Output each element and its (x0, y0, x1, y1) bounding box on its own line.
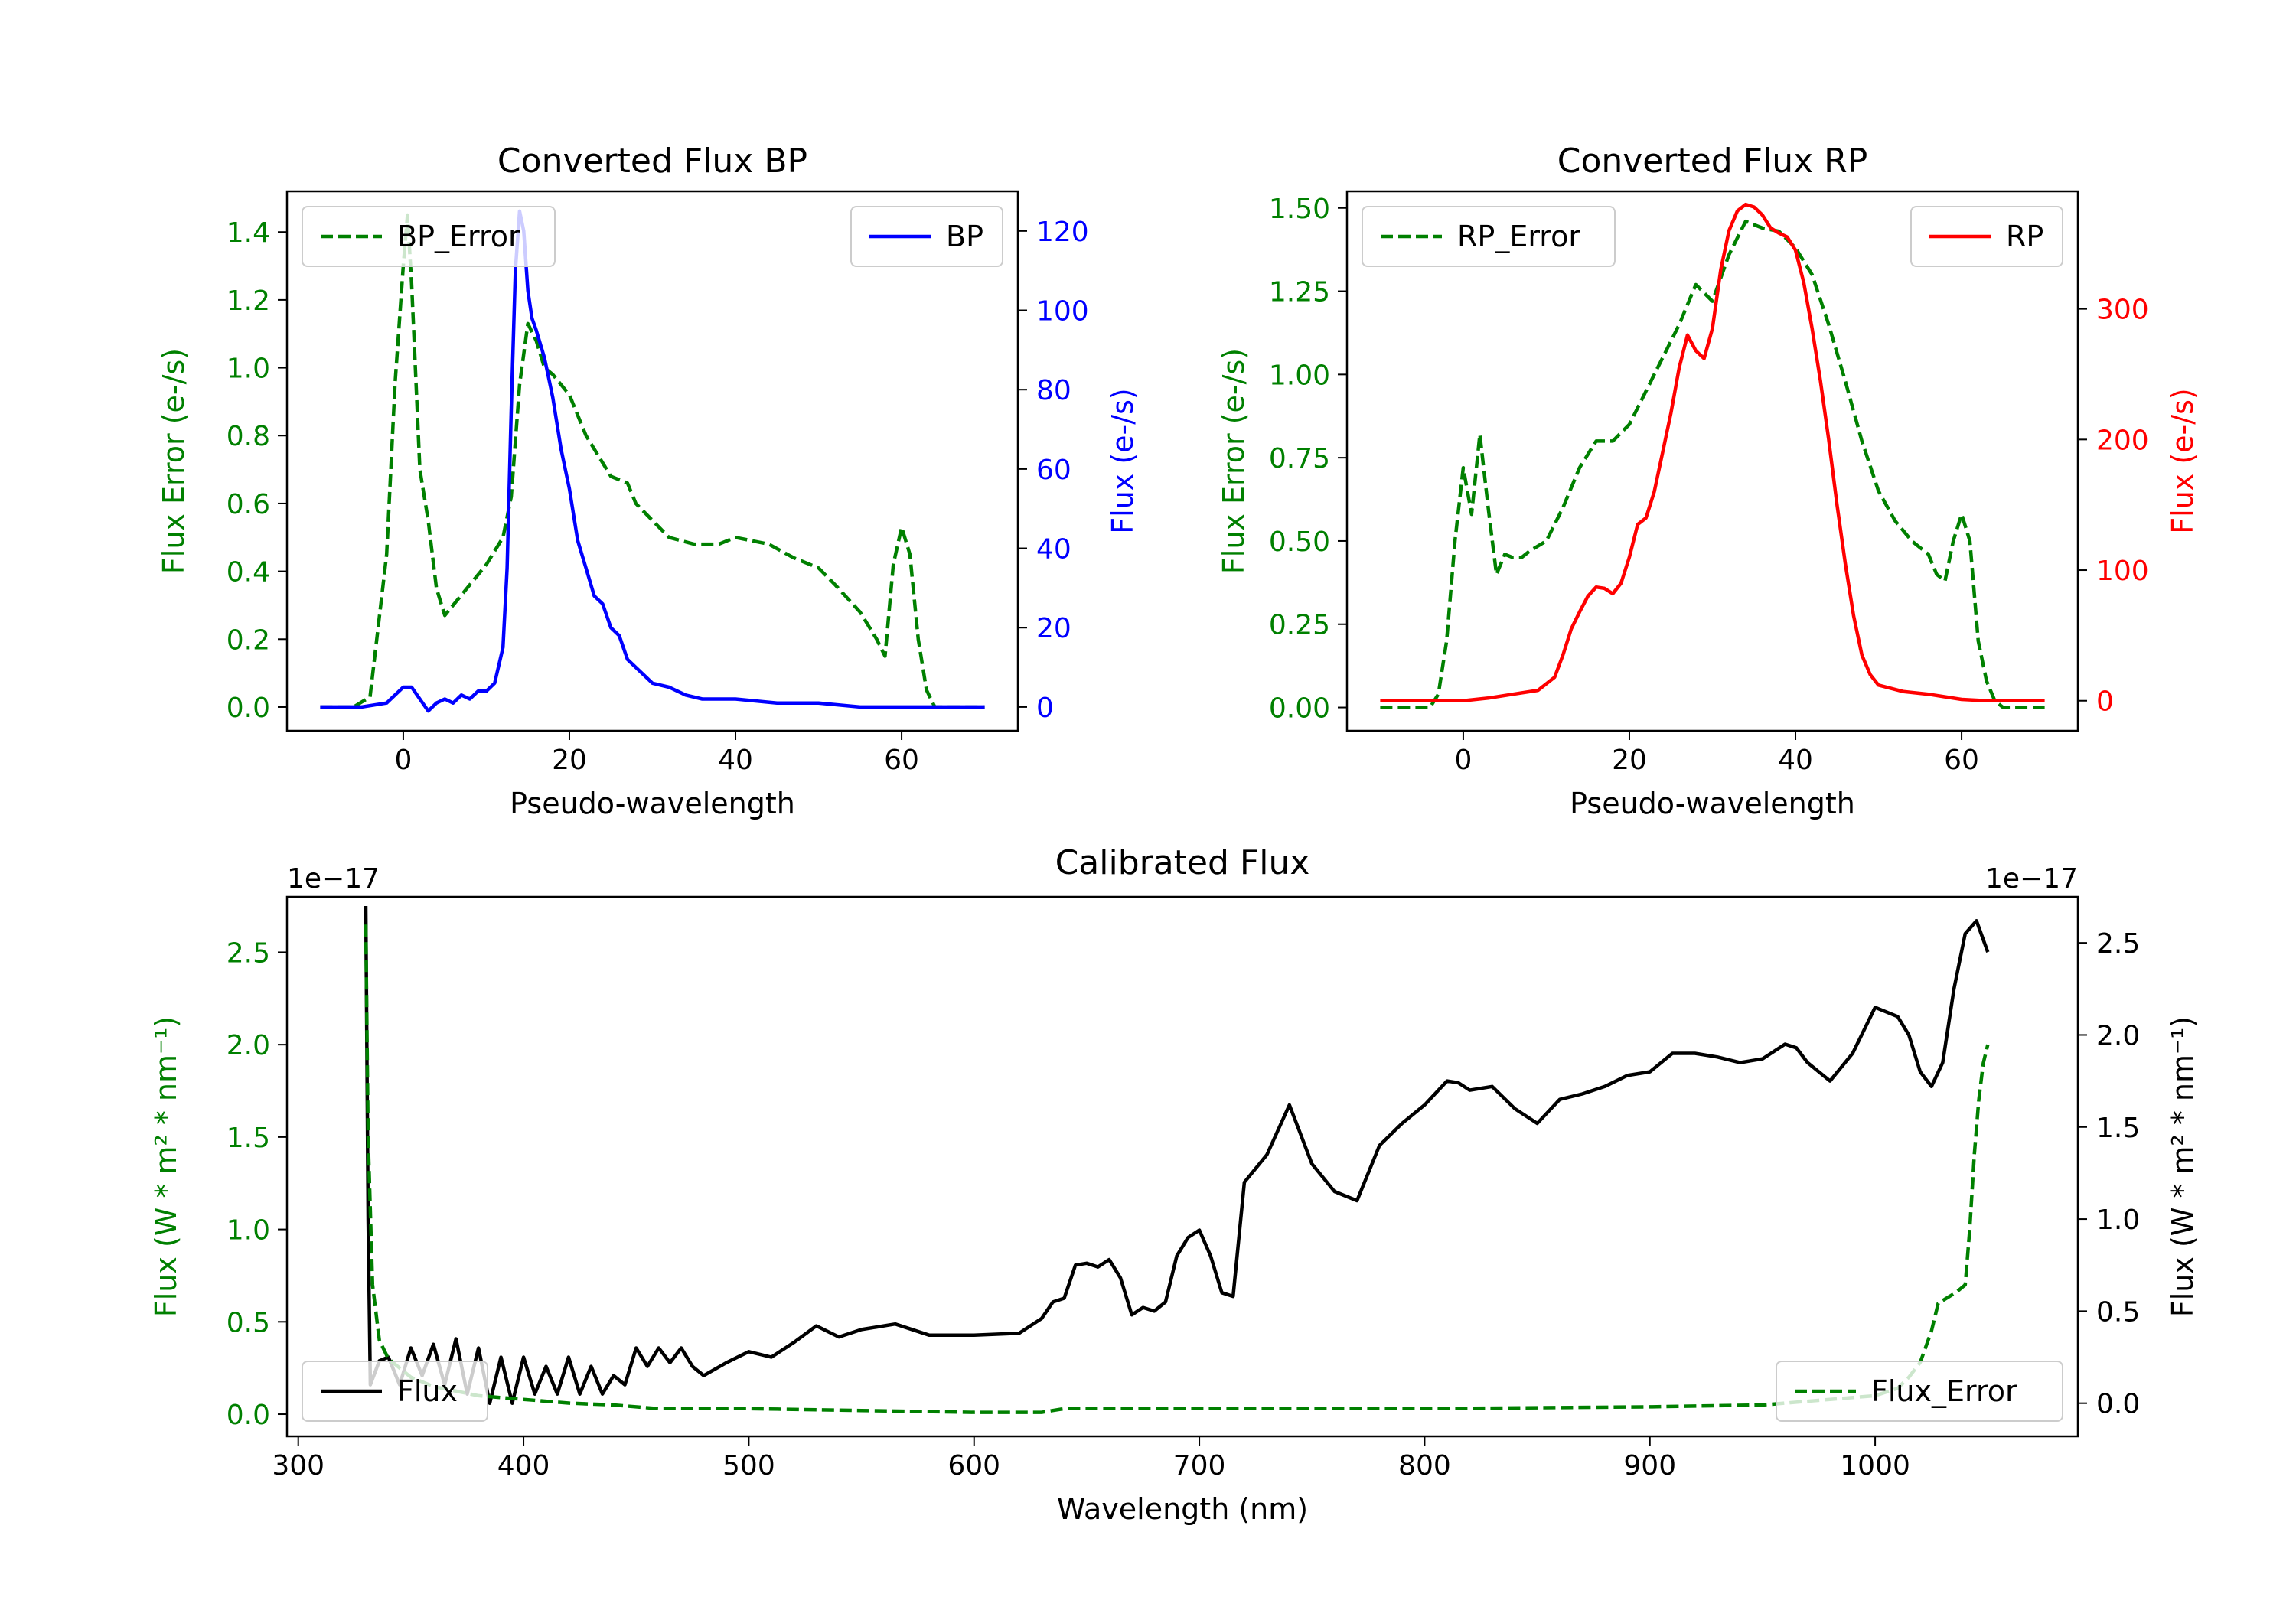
y-tick-label-left: 1.5 (227, 1123, 270, 1154)
x-tick-label: 0 (394, 745, 412, 776)
y-scale-label-left: 1e−17 (287, 863, 380, 895)
x-tick-label: 0 (1454, 745, 1472, 776)
series-line-rp-error (1380, 219, 2045, 709)
legend-box (302, 206, 556, 267)
y-tick-label-left: 2.5 (227, 937, 270, 969)
legend-label: Flux (397, 1374, 458, 1408)
x-axis-label: Pseudo-wavelength (1570, 787, 1855, 820)
series-line-rp (1380, 202, 2045, 702)
legend-bp-error: BP_Error (302, 206, 556, 267)
y-axis-label-right: Flux (e-/s) (1106, 388, 1140, 533)
chart-title: Converted Flux RP (1557, 142, 1868, 181)
y-tick-label-left: 0.0 (227, 1400, 270, 1431)
legend-bp: BP (850, 206, 1003, 267)
y-tick-label-right: 0 (2096, 686, 2114, 718)
y-tick-label-left: 1.50 (1269, 194, 1330, 225)
y-tick-label-left: 0.2 (227, 624, 270, 656)
legend-label: RP_Error (1457, 220, 1580, 253)
y-tick-label-left: 1.4 (227, 217, 270, 249)
y-tick-label-left: 1.0 (227, 1215, 270, 1247)
legend-flux-error: Flux_Error (1776, 1361, 2063, 1422)
legend-box (302, 1361, 488, 1422)
x-tick-label: 700 (1173, 1450, 1226, 1482)
chart-title: Converted Flux BP (497, 142, 807, 181)
legend-flux: Flux (302, 1361, 488, 1422)
x-tick-label: 400 (497, 1450, 550, 1482)
axes-frame (285, 895, 2079, 1438)
x-axis-label: Wavelength (nm) (1057, 1492, 1308, 1526)
series-line-bp (320, 209, 985, 713)
x-tick-label: 60 (884, 745, 919, 776)
y-tick-label-right: 2.0 (2096, 1020, 2140, 1051)
x-tick-label: 40 (1778, 745, 1813, 776)
y-tick-label-right: 120 (1036, 217, 1089, 248)
bp-panel: 0 20 40 60 0.0 0.2 0.4 0.6 0.8 1.0 1.2 1.4 0 20 40 60 80… (157, 142, 1140, 820)
x-tick-label: 20 (552, 745, 587, 776)
y-tick-label-left: 0.50 (1269, 526, 1330, 558)
y-tick-label-right: 300 (2096, 295, 2149, 326)
y-tick-label-left: 1.2 (227, 285, 270, 317)
legend-label: BP (946, 220, 983, 253)
legend-rp: RP (1910, 206, 2063, 267)
x-tick-label: 60 (1944, 745, 1979, 776)
y-axis-label-left: Flux (W * m² * nm⁻¹) (149, 1016, 183, 1317)
axes-frame (1345, 190, 2079, 732)
y-tick-label-right: 100 (1036, 296, 1089, 328)
legend-box (1776, 1361, 2063, 1422)
y-scale-label-right: 1e−17 (1985, 863, 2078, 895)
y-tick-label-left: 0.6 (227, 489, 270, 520)
y-axis-label-left: Flux Error (e-/s) (1217, 348, 1251, 574)
y-axis-label-left: Flux Error (e-/s) (157, 348, 191, 574)
legend-box (1362, 206, 1616, 267)
x-tick-label: 300 (272, 1450, 325, 1482)
y-tick-label-left: 1.00 (1269, 360, 1330, 391)
y-tick-label-right: 1.0 (2096, 1204, 2140, 1236)
series-line-flux (364, 905, 1990, 1405)
y-tick-label-left: 0.25 (1269, 610, 1330, 641)
legend-label: BP_Error (397, 220, 520, 253)
y-tick-label-right: 80 (1036, 375, 1071, 406)
y-tick-label-left: 2.0 (227, 1030, 270, 1061)
y-tick-label-right: 0 (1036, 693, 1054, 724)
y-tick-label-right: 200 (2096, 425, 2149, 456)
legend-label: Flux_Error (1871, 1374, 2017, 1408)
x-tick-label: 20 (1612, 745, 1647, 776)
y-tick-label-left: 0.00 (1269, 693, 1330, 725)
y-axis-label-right: Flux (e-/s) (2166, 388, 2200, 533)
y-tick-label-right: 2.5 (2096, 928, 2140, 960)
rp-panel: 0 20 40 60 0.00 0.25 0.50 0.75 1.00 1.25 1.50 0 100 2… (1217, 142, 2200, 820)
x-tick-label: 40 (718, 745, 753, 776)
legend-label: RP (2006, 220, 2043, 253)
y-tick-label-right: 1.5 (2096, 1113, 2140, 1144)
y-tick-label-left: 0.8 (227, 421, 270, 452)
x-tick-label: 600 (947, 1450, 1000, 1482)
y-tick-label-right: 100 (2096, 556, 2149, 587)
legend-rp-error: RP_Error (1362, 206, 1616, 267)
y-tick-label-left: 0.4 (227, 557, 270, 588)
y-tick-label-left: 0.75 (1269, 443, 1330, 474)
chart-title: Calibrated Flux (1055, 843, 1310, 882)
x-tick-label: 500 (722, 1450, 775, 1482)
series-line-bp-error (320, 213, 985, 709)
y-tick-label-left: 1.0 (227, 354, 270, 385)
x-tick-label: 800 (1398, 1450, 1451, 1482)
x-axis-label: Pseudo-wavelength (510, 787, 795, 820)
y-axis-label-right: Flux (W * m² * nm⁻¹) (2166, 1016, 2200, 1317)
calibrated-panel: 300 400 500 600 700 800 900 1000 0.0 0.5 1.0 1.5 2.0… (149, 843, 2200, 1526)
x-tick-label: 900 (1623, 1450, 1676, 1482)
y-tick-label-right: 20 (1036, 613, 1071, 644)
y-tick-label-right: 0.0 (2096, 1389, 2140, 1420)
x-tick-label: 1000 (1840, 1450, 1910, 1482)
y-tick-label-left: 1.25 (1269, 277, 1330, 308)
y-tick-label-right: 40 (1036, 534, 1071, 566)
y-tick-label-right: 60 (1036, 455, 1071, 486)
y-tick-label-left: 0.0 (227, 693, 270, 724)
axes-frame (285, 190, 1019, 732)
y-tick-label-right: 0.5 (2096, 1296, 2140, 1328)
y-tick-label-left: 0.5 (227, 1307, 270, 1338)
